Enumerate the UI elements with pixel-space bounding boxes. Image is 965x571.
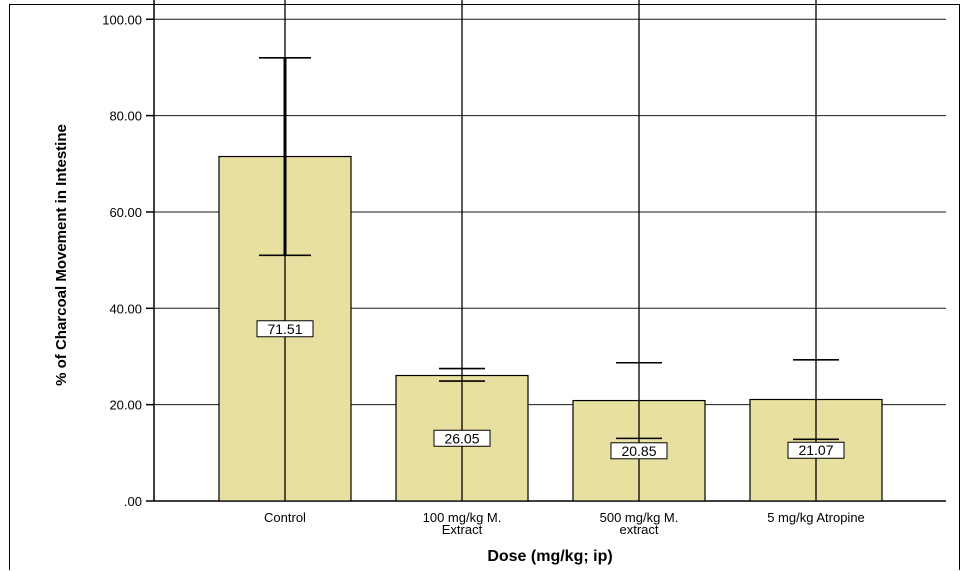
y-tick-label: .00 xyxy=(124,494,142,509)
y-tick-label: 80.00 xyxy=(109,109,142,124)
value-label: 26.05 xyxy=(444,430,479,446)
value-label-box xyxy=(610,442,668,460)
y-tick-label: 40.00 xyxy=(109,301,142,316)
y-tick-labels: .00 20.00 40.00 60.00 80.00 100.00 xyxy=(102,12,142,509)
value-label: 21.07 xyxy=(798,442,833,458)
chart-frame xyxy=(9,4,960,570)
x-tick-label: 100 mg/kg M. xyxy=(423,510,502,525)
x-tick-label: 5 mg/kg Atropine xyxy=(767,510,865,525)
y-axis-label: % of Charcoal Movement in Intestine xyxy=(53,124,70,386)
value-labels: 71.51 26.05 20.85 21.07 xyxy=(256,320,845,460)
y-tick-label: 100.00 xyxy=(102,12,142,27)
x-tick-label: Control xyxy=(264,510,306,525)
value-label-box xyxy=(787,441,845,459)
x-tick-label: Extract xyxy=(442,522,483,537)
y-tick-label: 60.00 xyxy=(109,205,142,220)
x-tick-label: extract xyxy=(619,522,658,537)
x-tick-labels: Control 100 mg/kg M.Extract 500 mg/kg M.ex… xyxy=(264,510,865,537)
value-label-box xyxy=(256,320,314,338)
y-tick-label: 20.00 xyxy=(109,398,142,413)
bars xyxy=(218,155,883,502)
value-label: 71.51 xyxy=(267,321,302,337)
error-bars xyxy=(259,0,839,501)
x-axis-label: Dose (mg/kg; ip) xyxy=(487,548,612,565)
x-tick-label: 500 mg/kg M. xyxy=(600,510,679,525)
value-label-box xyxy=(433,429,491,447)
value-label: 20.85 xyxy=(621,443,656,459)
